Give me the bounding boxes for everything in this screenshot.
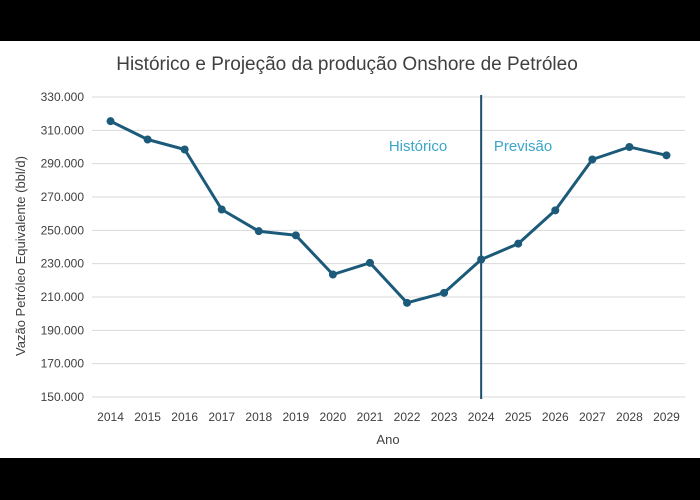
x-tick-label: 2017 [208, 410, 235, 424]
data-point [440, 288, 449, 297]
chart-area: Histórico e Projeção da produção Onshore… [0, 41, 700, 458]
x-tick-label: 2020 [320, 410, 347, 424]
y-tick-label: 270.000 [41, 190, 85, 204]
y-tick-label: 230.000 [41, 257, 85, 271]
data-point [328, 270, 337, 279]
x-tick-label: 2016 [171, 410, 198, 424]
data-point [365, 258, 374, 267]
line-chart: Histórico e Projeção da produção Onshore… [13, 54, 685, 447]
x-tick-label: 2015 [134, 410, 161, 424]
x-axis-label: Ano [376, 432, 399, 447]
x-tick-label: 2025 [505, 410, 532, 424]
series-line [109, 119, 667, 305]
x-tick-label: 2027 [579, 410, 606, 424]
historico-label: Histórico [389, 138, 447, 155]
data-points [106, 117, 671, 307]
x-tick-label: 2019 [282, 410, 309, 424]
y-tick-label: 250.000 [41, 223, 85, 237]
y-tick-labels: 150.000 170.000 190.000 210.000 230.000 250.0… [41, 90, 85, 404]
x-tick-label: 2014 [97, 410, 124, 424]
x-tick-label: 2026 [542, 410, 569, 424]
data-point [403, 298, 412, 307]
y-tick-label: 290.000 [41, 157, 85, 171]
chart-title: Histórico e Projeção da produção Onshore… [116, 54, 578, 75]
x-tick-label: 2024 [468, 410, 495, 424]
x-tick-label: 2021 [357, 410, 384, 424]
y-tick-label: 170.000 [41, 357, 85, 371]
data-point [143, 135, 152, 144]
x-tick-label: 2023 [431, 410, 458, 424]
y-tick-label: 150.000 [41, 390, 85, 404]
x-tick-label: 2028 [616, 410, 643, 424]
x-tick-label: 2022 [394, 410, 421, 424]
x-tick-label: 2018 [245, 410, 272, 424]
y-tick-label: 330.000 [41, 90, 85, 104]
y-axis-label: Vazão Petróleo Equivalente (bbl/d) [13, 156, 28, 356]
data-point [477, 255, 486, 264]
x-tick-labels: 2014 2015 2016 2017 2018 2019 2020 2021 2022 2023… [97, 410, 680, 424]
data-point [217, 205, 226, 214]
data-point [625, 143, 634, 151]
data-point [180, 145, 189, 154]
y-tick-label: 190.000 [41, 323, 85, 337]
previsao-label: Previsão [494, 138, 552, 155]
data-point [291, 231, 300, 240]
x-tick-label: 2029 [653, 410, 680, 424]
data-point [254, 227, 263, 236]
y-tick-label: 210.000 [41, 290, 85, 304]
y-tick-label: 310.000 [41, 123, 85, 137]
data-point [662, 151, 671, 160]
data-point [588, 155, 597, 164]
data-point [106, 117, 115, 126]
data-point [551, 206, 560, 215]
gridlines [92, 96, 685, 398]
data-point [514, 239, 523, 248]
